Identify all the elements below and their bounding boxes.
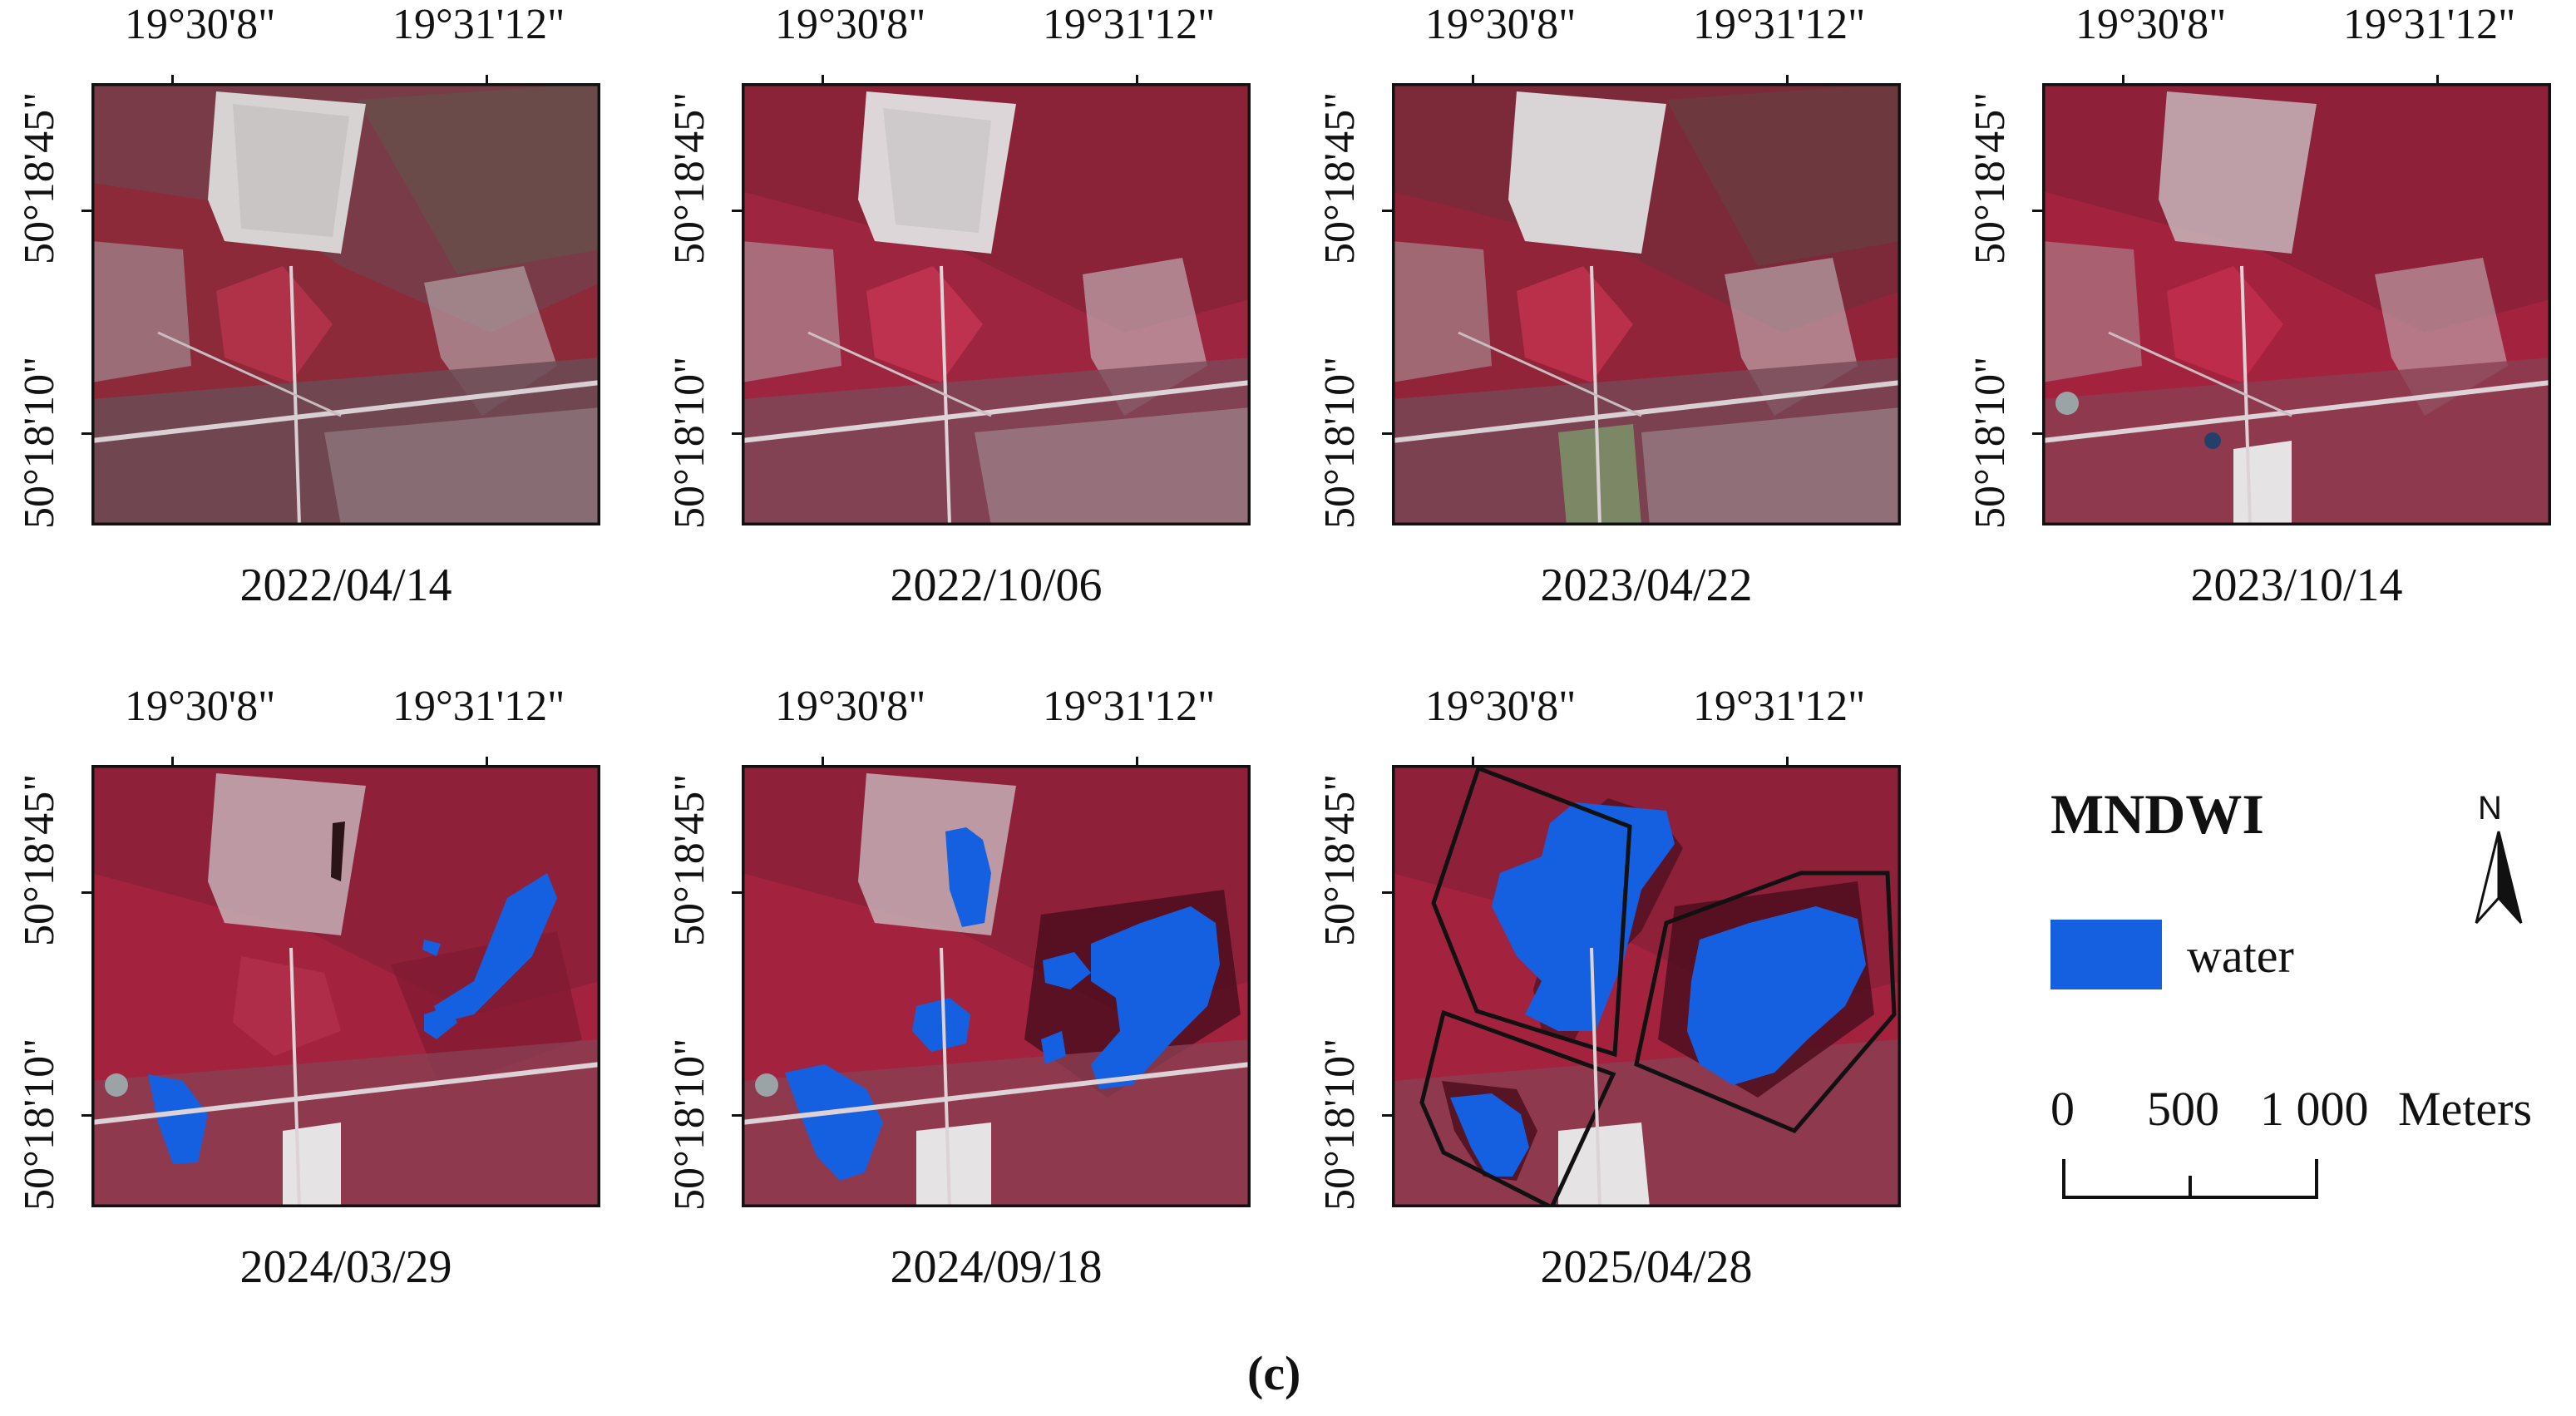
lat-label-bottom: 50°18'10"	[666, 356, 713, 529]
tick-left-bottom	[732, 432, 742, 435]
tick-top-left	[171, 75, 174, 85]
water-swatch	[2050, 920, 2162, 989]
tick-top-right	[1136, 75, 1138, 85]
satellite-image	[2042, 83, 2551, 525]
lon-label-left: 19°30'8"	[125, 1, 276, 48]
tick-top-right	[1786, 75, 1789, 85]
water-legend-label: water	[2187, 929, 2294, 983]
scale-bar	[2062, 1159, 2318, 1201]
lon-label-right: 19°31'12"	[1693, 683, 1866, 730]
lon-label-right: 19°31'12"	[2343, 1, 2516, 48]
tick-top-left	[2122, 75, 2124, 85]
satellite-image	[742, 765, 1251, 1207]
lat-label-top: 50°18'45"	[16, 773, 63, 946]
lat-label-bottom: 50°18'10"	[1316, 356, 1364, 529]
lat-label-bottom: 50°18'10"	[1967, 356, 2014, 529]
lon-label-left: 19°30'8"	[1425, 1, 1577, 48]
tick-left-bottom	[2032, 432, 2042, 435]
tick-top-left	[1472, 75, 1474, 85]
tick-top-left	[1472, 757, 1474, 767]
tick-left-top	[81, 891, 91, 894]
scale-unit-label: Meters	[2398, 1082, 2533, 1136]
lat-label-bottom: 50°18'10"	[16, 1038, 63, 1211]
date-label: 2024/09/18	[890, 1241, 1103, 1293]
lon-label-right: 19°31'12"	[1043, 683, 1216, 730]
lat-label-bottom: 50°18'10"	[1316, 1038, 1364, 1211]
tick-left-bottom	[1382, 1114, 1392, 1117]
date-label: 2023/04/22	[1540, 560, 1753, 611]
map-panel-4: 19°30'8" 19°31'12" 50°18'45" 50°18'10" 2…	[1951, 0, 2551, 632]
lon-label-left: 19°30'8"	[125, 683, 276, 730]
scale-label-1000: 1 000	[2260, 1082, 2369, 1136]
lat-label-bottom: 50°18'10"	[16, 356, 63, 529]
tick-top-right	[1136, 757, 1138, 767]
lat-label-top: 50°18'45"	[1967, 91, 2014, 264]
lon-label-right: 19°31'12"	[392, 683, 565, 730]
lon-label-left: 19°30'8"	[775, 683, 926, 730]
tick-left-top	[732, 891, 742, 894]
tick-left-top	[732, 210, 742, 212]
date-label: 2022/04/14	[239, 560, 452, 611]
lat-label-top: 50°18'45"	[1316, 91, 1364, 264]
tick-left-bottom	[732, 1114, 742, 1117]
date-label: 2024/03/29	[239, 1241, 452, 1293]
map-panel-5: 19°30'8" 19°31'12" 50°18'45" 50°18'10" 2…	[0, 682, 600, 1314]
tick-left-bottom	[81, 1114, 91, 1117]
lat-label-top: 50°18'45"	[1316, 773, 1364, 946]
north-arrow-icon	[2461, 790, 2536, 931]
scale-label-0: 0	[2050, 1082, 2075, 1136]
tick-top-right	[486, 75, 488, 85]
lon-label-right: 19°31'12"	[392, 1, 565, 48]
map-panel-7: 19°30'8" 19°31'12" 50°18'45" 50°18'10" 2…	[1300, 682, 1901, 1314]
satellite-image	[91, 83, 600, 525]
date-label: 2023/10/14	[2190, 560, 2403, 611]
lon-label-right: 19°31'12"	[1043, 1, 1216, 48]
lat-label-bottom: 50°18'10"	[666, 1038, 713, 1211]
lon-label-left: 19°30'8"	[1425, 683, 1577, 730]
tick-top-left	[822, 75, 824, 85]
legend-title: MNDWI	[2050, 782, 2264, 846]
tick-top-left	[171, 757, 174, 767]
lon-label-right: 19°31'12"	[1693, 1, 1866, 48]
tick-left-top	[2032, 210, 2042, 212]
tick-left-bottom	[81, 432, 91, 435]
scale-label-500: 500	[2147, 1082, 2219, 1136]
date-label: 2025/04/28	[1540, 1241, 1753, 1293]
satellite-image	[742, 83, 1251, 525]
tick-top-left	[822, 757, 824, 767]
date-label: 2022/10/06	[890, 560, 1103, 611]
tick-top-right	[486, 757, 488, 767]
lon-label-left: 19°30'8"	[775, 1, 926, 48]
map-panel-3: 19°30'8" 19°31'12" 50°18'45" 50°18'10" 2…	[1300, 0, 1901, 632]
lon-label-left: 19°30'8"	[2075, 1, 2227, 48]
satellite-image	[1392, 83, 1901, 525]
lat-label-top: 50°18'45"	[666, 91, 713, 264]
tick-left-bottom	[1382, 432, 1392, 435]
satellite-image	[91, 765, 600, 1207]
lat-label-top: 50°18'45"	[16, 91, 63, 264]
satellite-image	[1392, 765, 1901, 1207]
map-panel-2: 19°30'8" 19°31'12" 50°18'45" 50°18'10" 2…	[650, 0, 1251, 632]
tick-top-right	[2436, 75, 2439, 85]
map-panel-1: 19°30'8" 19°31'12" 50°18'45" 50°18'10" 2…	[0, 0, 600, 632]
tick-left-top	[1382, 210, 1392, 212]
tick-left-top	[81, 210, 91, 212]
north-label: N	[2478, 790, 2502, 826]
map-panel-6: 19°30'8" 19°31'12" 50°18'45" 50°18'10" 2…	[650, 682, 1251, 1314]
tick-left-top	[1382, 891, 1392, 894]
tick-top-right	[1786, 757, 1789, 767]
figure-caption: (c)	[1247, 1346, 1301, 1400]
lat-label-top: 50°18'45"	[666, 773, 713, 946]
